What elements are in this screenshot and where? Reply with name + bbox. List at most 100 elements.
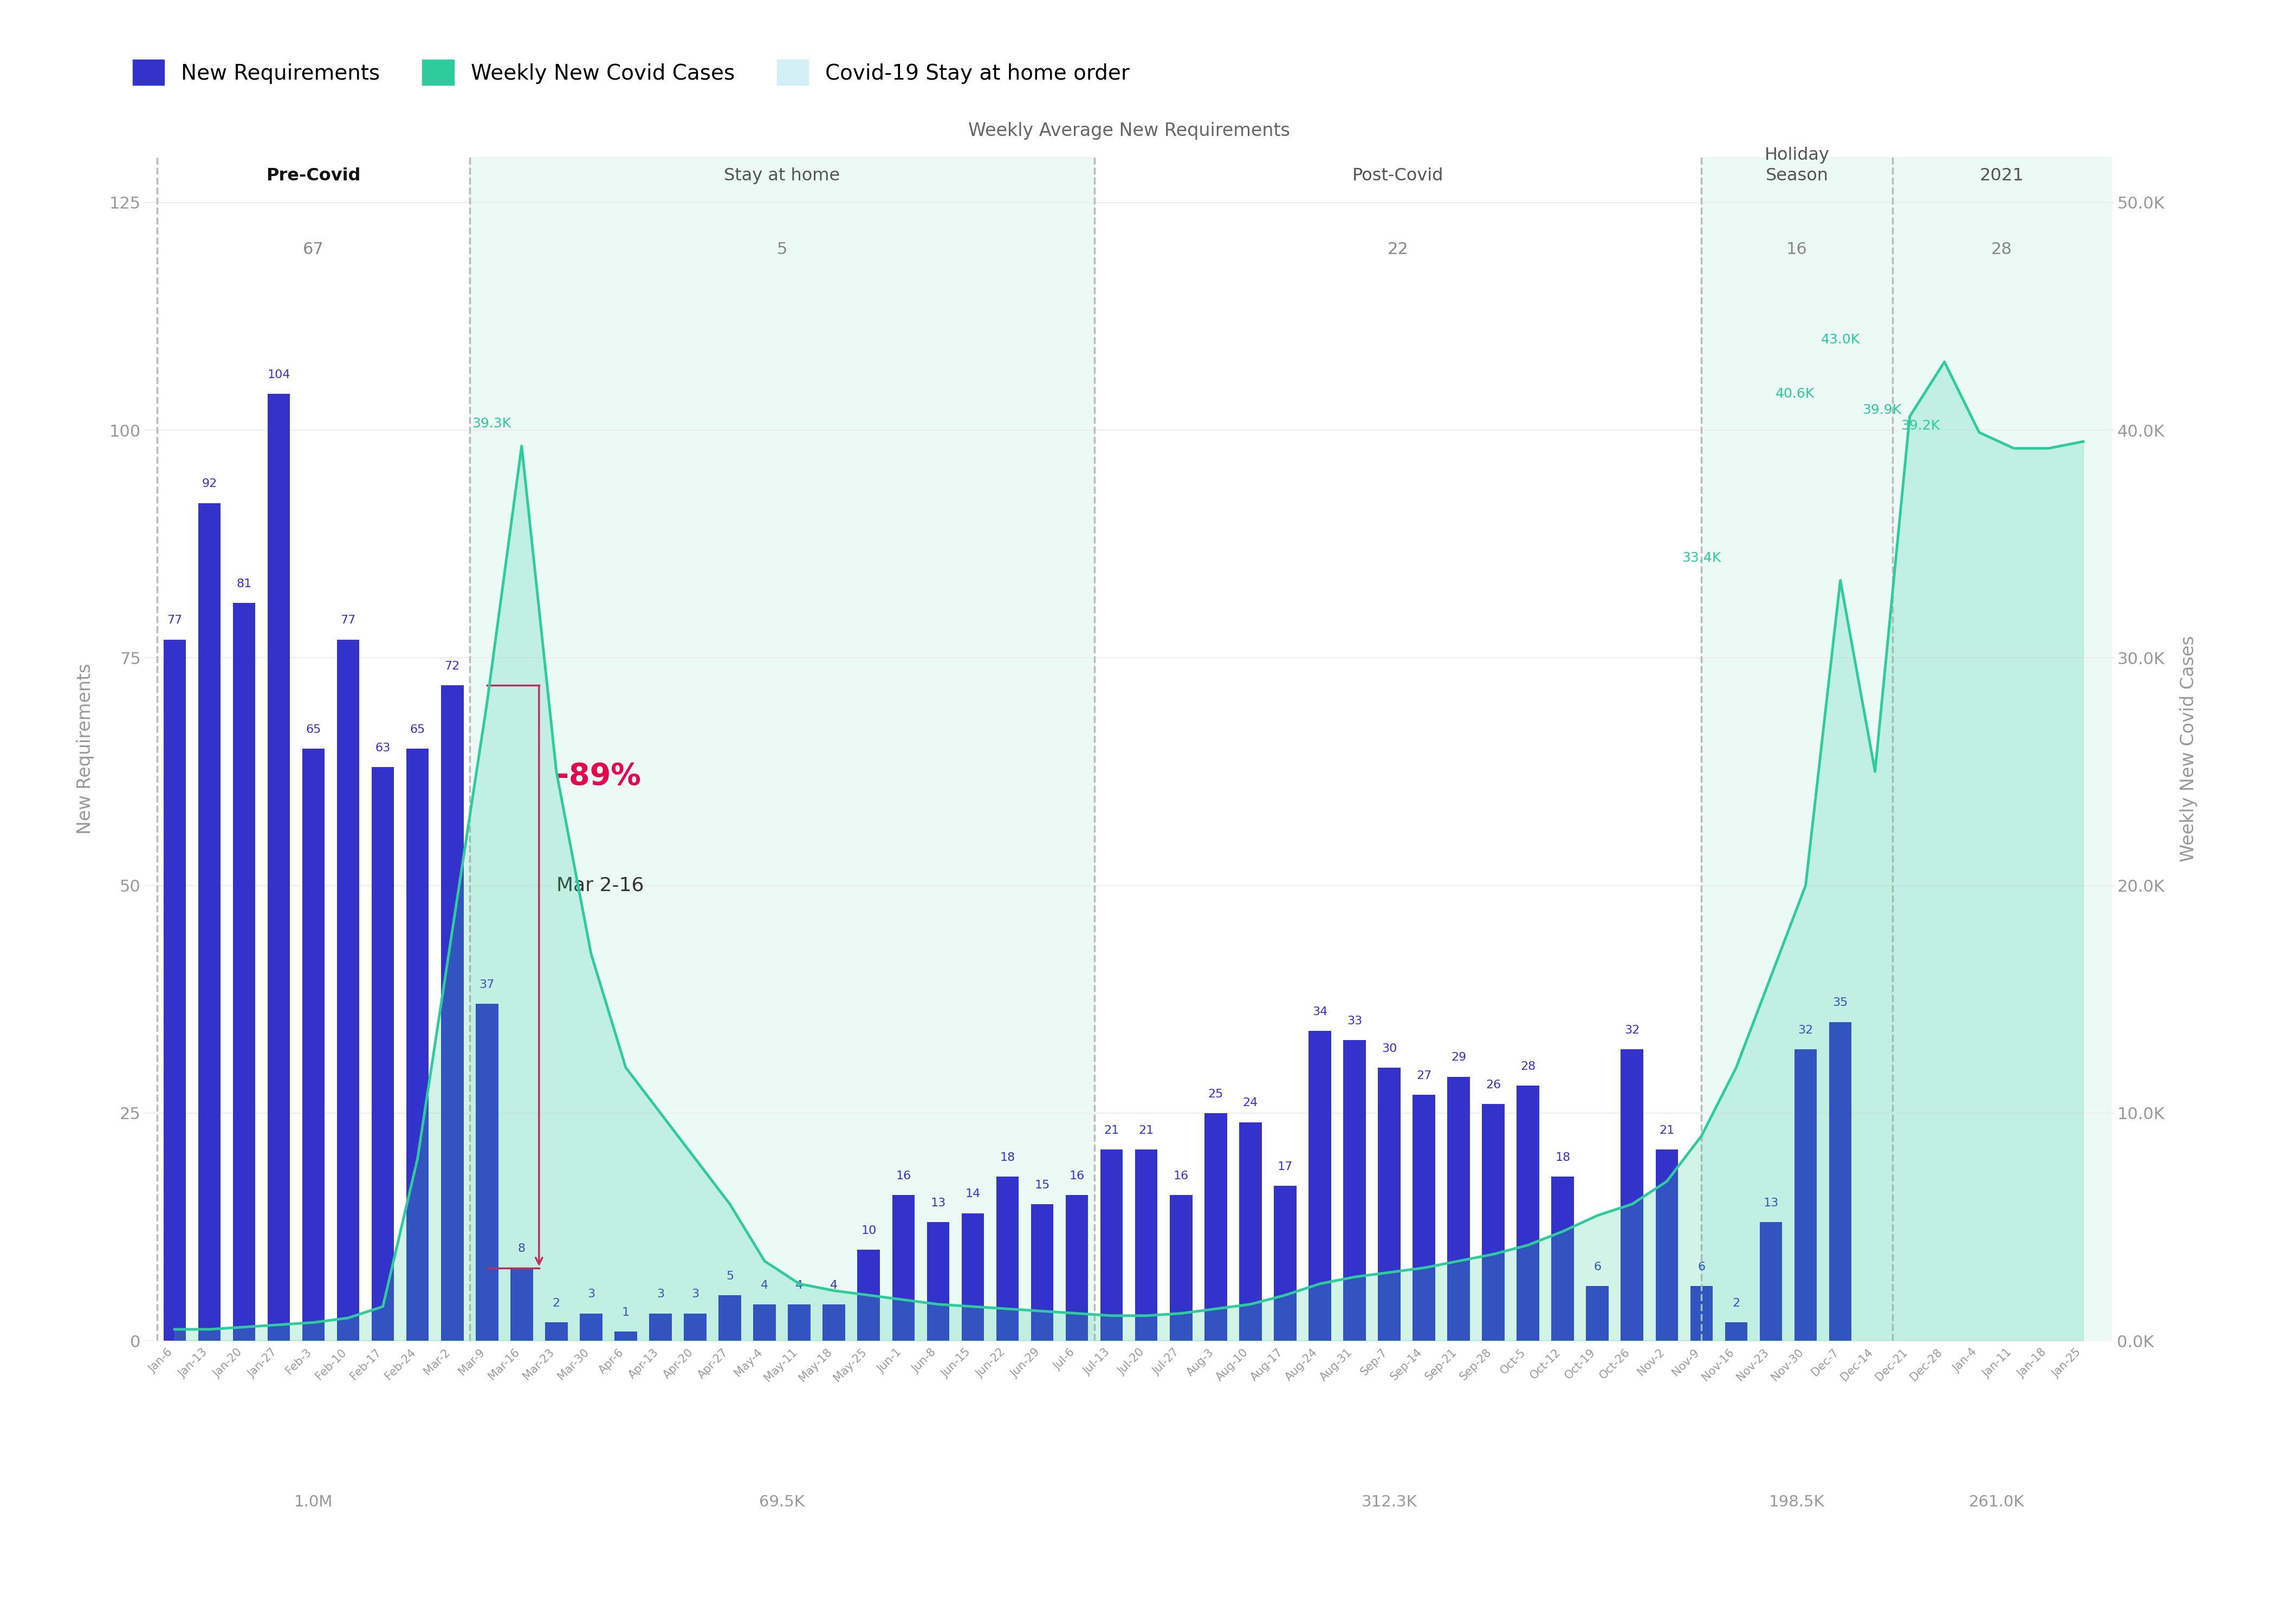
Bar — [823, 1304, 846, 1341]
Text: 35: 35 — [1833, 997, 1849, 1009]
Text: 18: 18 — [1555, 1153, 1571, 1163]
Bar — [302, 749, 325, 1341]
Bar — [441, 685, 464, 1341]
Text: -89%: -89% — [557, 762, 641, 791]
Text: 33: 33 — [1346, 1015, 1362, 1026]
Bar — [546, 1322, 568, 1341]
Text: 28: 28 — [1992, 242, 2012, 257]
Text: 6: 6 — [1699, 1262, 1706, 1273]
Text: 2: 2 — [1733, 1298, 1740, 1309]
Text: 77: 77 — [341, 615, 355, 625]
Bar — [1655, 1150, 1678, 1341]
Text: Pre-Covid: Pre-Covid — [266, 167, 362, 184]
Bar — [1892, 158, 2110, 1341]
Text: 15: 15 — [1035, 1179, 1051, 1190]
Text: Mar 2-16: Mar 2-16 — [557, 877, 644, 895]
Bar — [268, 393, 291, 1341]
Text: 4: 4 — [762, 1280, 769, 1291]
Bar — [928, 1223, 948, 1341]
Text: 39.3K: 39.3K — [473, 417, 512, 430]
Bar — [1621, 1049, 1644, 1341]
Text: 5: 5 — [778, 242, 787, 257]
Bar — [1273, 1186, 1296, 1341]
Text: 27: 27 — [1417, 1070, 1433, 1082]
Text: 65: 65 — [409, 724, 425, 736]
Text: 28: 28 — [1521, 1060, 1535, 1072]
Text: 18: 18 — [1001, 1153, 1014, 1163]
Bar — [648, 1314, 671, 1341]
Text: 1: 1 — [621, 1307, 630, 1319]
Text: 39.2K: 39.2K — [1901, 419, 1940, 432]
Text: 39.9K: 39.9K — [1862, 403, 1901, 416]
Y-axis label: New Requirements: New Requirements — [77, 664, 93, 835]
Bar — [614, 1332, 637, 1341]
Text: 72: 72 — [446, 661, 459, 671]
Bar — [996, 1177, 1019, 1341]
Text: 8: 8 — [518, 1244, 525, 1254]
Bar — [1446, 1077, 1469, 1341]
Text: 21: 21 — [1139, 1125, 1153, 1135]
Bar — [1828, 1021, 1851, 1341]
Text: 69.5K: 69.5K — [760, 1494, 805, 1510]
Bar — [1794, 1049, 1817, 1341]
Text: 14: 14 — [964, 1189, 980, 1200]
Text: 5: 5 — [725, 1270, 735, 1281]
Text: 104: 104 — [268, 369, 291, 380]
Bar — [407, 749, 430, 1341]
Bar — [471, 158, 1094, 1341]
Bar — [1344, 1041, 1367, 1341]
Text: 33.4K: 33.4K — [1683, 552, 1721, 565]
Text: 13: 13 — [930, 1199, 946, 1208]
Text: 21: 21 — [1103, 1125, 1119, 1135]
Text: 77: 77 — [166, 615, 182, 625]
Bar — [1726, 1322, 1746, 1341]
Bar — [1308, 1031, 1330, 1341]
Bar — [1239, 1122, 1262, 1341]
Bar — [719, 1296, 741, 1341]
Bar — [857, 1249, 880, 1341]
Bar — [1030, 1203, 1053, 1341]
Text: 81: 81 — [236, 578, 252, 590]
Text: 4: 4 — [830, 1280, 837, 1291]
Text: 32: 32 — [1799, 1025, 1812, 1036]
Text: 16: 16 — [1069, 1171, 1085, 1181]
Y-axis label: Weekly New Covid Cases: Weekly New Covid Cases — [2181, 635, 2197, 862]
Bar — [891, 1195, 914, 1341]
Text: 6: 6 — [1594, 1262, 1601, 1273]
Text: 37: 37 — [480, 979, 496, 991]
Bar — [1517, 1086, 1539, 1341]
Text: 312.3K: 312.3K — [1362, 1494, 1417, 1510]
Text: 3: 3 — [691, 1289, 698, 1299]
Text: 22: 22 — [1387, 242, 1408, 257]
Bar — [1412, 1095, 1435, 1341]
Bar — [789, 1304, 810, 1341]
Bar — [475, 1004, 498, 1341]
Text: 16: 16 — [896, 1171, 912, 1181]
Text: Holiday
Season: Holiday Season — [1765, 146, 1831, 184]
Text: 40.6K: 40.6K — [1776, 388, 1815, 401]
Bar — [580, 1314, 603, 1341]
Bar — [753, 1304, 775, 1341]
Text: 21: 21 — [1660, 1125, 1674, 1135]
Text: 65: 65 — [305, 724, 321, 736]
Bar — [684, 1314, 707, 1341]
Text: 261.0K: 261.0K — [1969, 1494, 2024, 1510]
Text: 4: 4 — [796, 1280, 803, 1291]
Bar — [1101, 1150, 1123, 1341]
Text: 24: 24 — [1244, 1098, 1258, 1109]
Text: 63: 63 — [375, 742, 391, 754]
Text: 25: 25 — [1207, 1088, 1223, 1099]
Text: 67: 67 — [302, 242, 323, 257]
Text: 26: 26 — [1485, 1080, 1501, 1090]
Title: Weekly Average New Requirements: Weekly Average New Requirements — [969, 122, 1289, 140]
Bar — [509, 1268, 532, 1341]
Bar — [1760, 1223, 1783, 1341]
Bar — [962, 1213, 985, 1341]
Text: 3: 3 — [587, 1289, 596, 1299]
Bar — [1690, 1286, 1712, 1341]
Bar — [1205, 1112, 1228, 1341]
Text: 17: 17 — [1278, 1161, 1292, 1173]
Text: 30: 30 — [1383, 1043, 1396, 1054]
Text: Post-Covid: Post-Covid — [1353, 167, 1444, 184]
Text: 1.0M: 1.0M — [293, 1494, 332, 1510]
